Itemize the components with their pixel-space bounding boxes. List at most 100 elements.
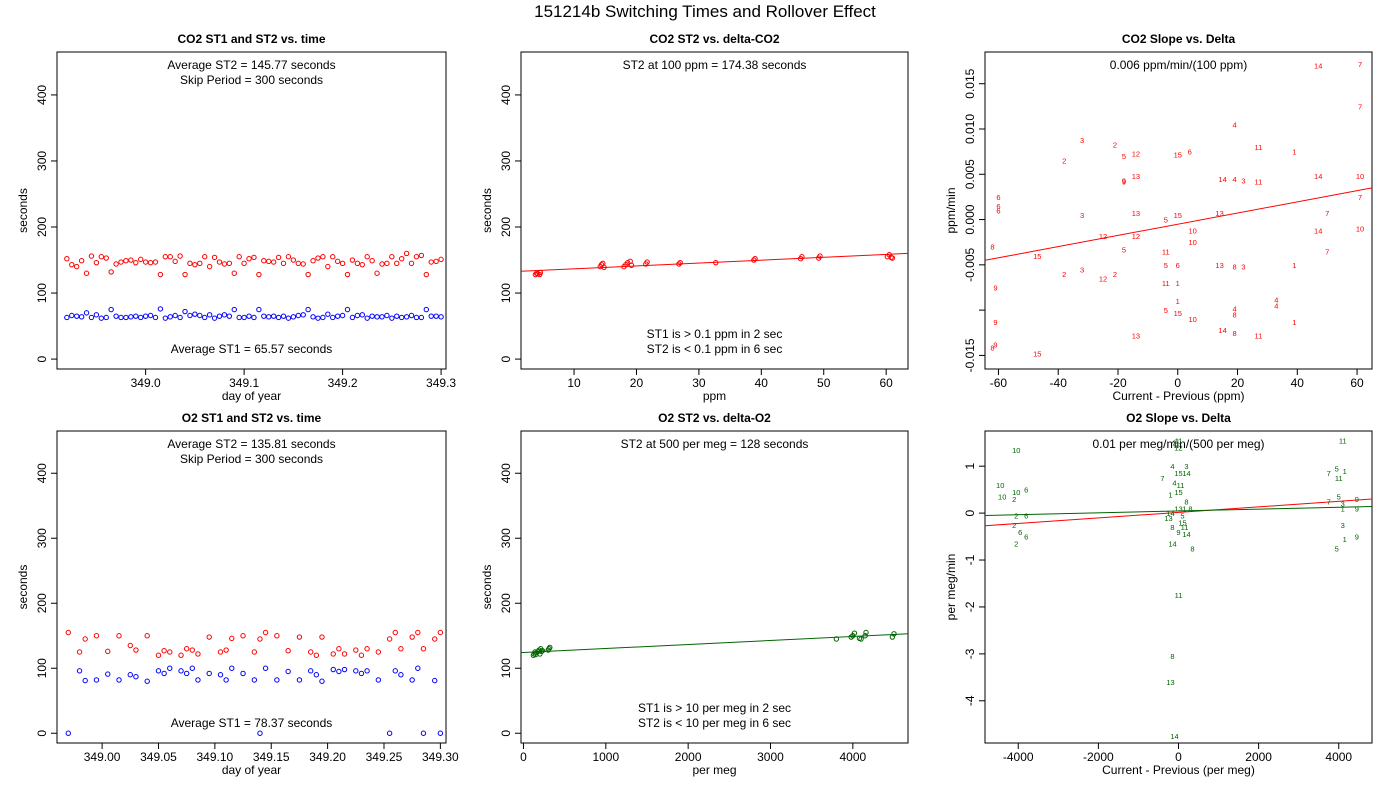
- x-tick-label: 30: [692, 376, 706, 390]
- x-tick-label: 60: [1350, 376, 1364, 390]
- data-point: [336, 668, 342, 675]
- data-point: [408, 312, 415, 319]
- point-label: 15: [1174, 150, 1182, 159]
- point-label: 7: [1327, 497, 1331, 506]
- note-top-1: Average ST2 = 145.77 seconds: [167, 58, 335, 72]
- data-point: [144, 633, 150, 639]
- data-point: [315, 255, 321, 261]
- note-top-2: Skip Period = 300 seconds: [180, 452, 323, 466]
- data-point: [339, 260, 346, 267]
- data-point: [262, 629, 269, 636]
- data-point: [751, 257, 757, 263]
- data-point: [206, 670, 212, 677]
- plot-area: [521, 252, 908, 278]
- data-point: [330, 666, 336, 673]
- point-label: 8: [1232, 263, 1236, 272]
- data-point: [394, 260, 400, 267]
- data-point: [231, 270, 237, 276]
- data-point: [240, 633, 246, 639]
- y-tick-label: 100: [35, 283, 49, 303]
- data-point: [270, 313, 277, 319]
- data-point: [432, 677, 438, 684]
- x-tick-label: -2000: [1083, 750, 1114, 764]
- data-point: [379, 314, 385, 320]
- point-label: 9: [1122, 177, 1126, 186]
- data-point: [266, 258, 272, 265]
- data-point: [261, 257, 267, 264]
- data-point: [161, 670, 167, 677]
- data-point: [398, 672, 404, 678]
- data-point: [752, 256, 758, 262]
- data-point: [398, 646, 404, 652]
- note-bottom: Average ST1 = 78.37 seconds: [171, 716, 333, 730]
- point-label: 1: [1176, 297, 1180, 306]
- data-point: [334, 313, 341, 319]
- data-point: [392, 629, 398, 636]
- data-point: [257, 636, 263, 642]
- point-label: 6: [996, 202, 1000, 211]
- data-point: [65, 629, 71, 636]
- y-tick-label: 100: [35, 658, 49, 678]
- chart-title: O2 ST2 vs. delta-O2: [658, 411, 771, 425]
- data-point: [325, 311, 331, 317]
- point-label: 9: [1355, 504, 1359, 513]
- x-tick-label: 2000: [1245, 750, 1272, 764]
- x-tick-label: 0: [1175, 750, 1182, 764]
- data-point: [320, 254, 326, 260]
- y-tick-label: 0.000: [963, 204, 977, 234]
- chart-title: O2 ST1 and ST2 vs. time: [182, 411, 322, 425]
- data-point: [118, 314, 124, 321]
- point-label: 7: [1160, 474, 1164, 483]
- note-bottom: Average ST1 = 65.57 seconds: [171, 342, 333, 356]
- y-tick-label: 400: [35, 85, 49, 105]
- y-tick-label: 200: [35, 217, 49, 237]
- data-point: [147, 312, 154, 319]
- data-point: [375, 677, 382, 683]
- data-point: [330, 254, 336, 260]
- chart-co2-time: CO2 ST1 and ST2 vs. time 349.0 349.1 349.2 3…: [16, 32, 456, 403]
- note-top-1: ST2 at 500 per meg = 128 seconds: [621, 437, 809, 451]
- data-point: [144, 678, 150, 684]
- data-point: [713, 259, 719, 266]
- data-point: [354, 312, 361, 319]
- data-point: [241, 314, 247, 321]
- point-label: 6: [1018, 528, 1022, 537]
- chart-co2-st2-delta: CO2 ST2 vs. delta-CO2 10 20 30 40 50 60 0 100 200…: [480, 32, 909, 403]
- data-point: [127, 672, 133, 678]
- x-tick-label: 349.05: [140, 750, 177, 764]
- point-label: 14: [1182, 469, 1190, 478]
- note-bottom-1: ST1 is > 10 per meg in 2 sec: [638, 701, 791, 715]
- point-label: 4: [1274, 302, 1278, 311]
- data-point: [280, 260, 287, 267]
- x-tick-label: 2000: [675, 750, 702, 764]
- data-point: [127, 642, 133, 649]
- data-point: [133, 313, 139, 319]
- data-point: [375, 649, 382, 655]
- data-point: [251, 314, 257, 321]
- x-tick-label: 4000: [839, 750, 866, 764]
- point-label: 7: [1327, 469, 1331, 478]
- data-point: [428, 313, 434, 319]
- data-point: [349, 257, 356, 263]
- x-axis-label: ppm: [703, 389, 726, 403]
- point-label: 11: [1335, 474, 1343, 483]
- data-point: [226, 260, 233, 267]
- data-point: [386, 636, 393, 642]
- data-point: [295, 312, 301, 319]
- data-point: [353, 668, 359, 674]
- data-point: [290, 314, 297, 320]
- data-point: [133, 674, 139, 680]
- data-point: [162, 315, 169, 321]
- data-point: [206, 312, 213, 318]
- data-point: [202, 314, 208, 321]
- data-point: [539, 648, 546, 654]
- data-point: [601, 264, 607, 270]
- data-point: [82, 636, 88, 642]
- data-point: [88, 314, 95, 321]
- data-point: [432, 636, 438, 642]
- data-point: [349, 314, 356, 321]
- point-label: 11: [1255, 143, 1263, 152]
- point-label: 1: [1292, 261, 1296, 270]
- point-label: 5: [1337, 493, 1341, 502]
- data-point: [108, 306, 114, 313]
